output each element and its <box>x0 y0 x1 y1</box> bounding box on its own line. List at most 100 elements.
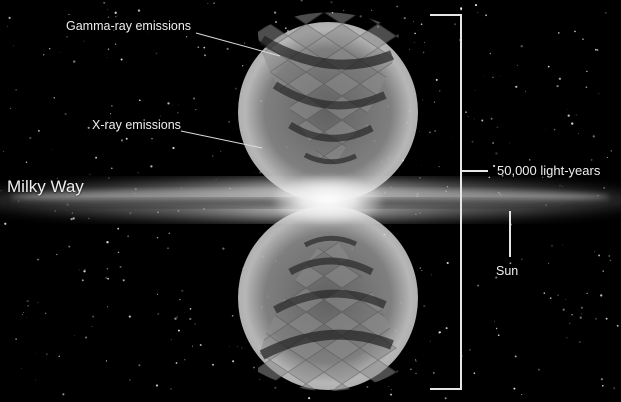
star <box>571 122 574 125</box>
star <box>492 164 496 168</box>
star <box>495 327 498 330</box>
star <box>606 156 608 158</box>
star <box>543 292 546 294</box>
star <box>157 312 160 315</box>
star <box>492 76 494 79</box>
star <box>119 265 122 268</box>
star <box>528 159 531 161</box>
star <box>234 87 237 90</box>
star <box>111 105 113 107</box>
star <box>439 90 441 92</box>
star <box>222 247 225 250</box>
star <box>107 8 109 10</box>
star <box>168 232 171 235</box>
star <box>595 318 597 320</box>
star <box>106 57 108 58</box>
star <box>228 121 230 123</box>
star <box>176 316 179 318</box>
star <box>167 247 169 249</box>
star <box>155 384 159 387</box>
star <box>594 48 597 51</box>
star <box>593 251 595 253</box>
star <box>520 45 523 48</box>
star <box>236 346 238 347</box>
scale-label: 50,000 light-years <box>497 163 601 178</box>
star <box>396 5 399 8</box>
ribbon-upper-2 <box>272 81 387 110</box>
star <box>12 45 14 47</box>
star <box>105 276 108 279</box>
star <box>22 314 23 316</box>
star <box>559 184 561 187</box>
star <box>241 347 243 349</box>
star <box>433 101 436 103</box>
star <box>538 368 540 371</box>
star <box>64 112 67 116</box>
star <box>51 149 53 150</box>
xray-leader-line <box>180 130 263 149</box>
ribbon-lower-3 <box>273 289 387 314</box>
star <box>423 304 426 308</box>
star <box>557 294 559 297</box>
star <box>179 298 181 301</box>
star <box>390 393 393 396</box>
star <box>586 70 588 73</box>
star <box>25 316 27 318</box>
star <box>189 308 192 310</box>
star <box>97 127 99 129</box>
star <box>444 397 447 400</box>
star <box>514 355 517 358</box>
star <box>343 9 345 12</box>
star <box>410 368 412 371</box>
star <box>73 60 76 63</box>
star <box>549 297 552 299</box>
star <box>435 78 438 81</box>
star <box>226 47 229 51</box>
star <box>366 385 369 388</box>
star <box>15 338 17 340</box>
galactic-core <box>270 174 386 226</box>
star <box>547 262 550 265</box>
star <box>495 276 498 279</box>
star <box>53 97 56 99</box>
star <box>467 115 469 118</box>
star <box>232 360 235 363</box>
star <box>616 324 619 327</box>
star <box>605 12 607 14</box>
star <box>156 236 159 239</box>
star <box>566 336 568 339</box>
star <box>9 107 11 109</box>
star <box>413 41 415 44</box>
star <box>496 126 499 129</box>
star <box>253 172 255 174</box>
star <box>127 235 129 237</box>
star <box>120 58 123 61</box>
star <box>413 20 414 22</box>
star <box>212 155 214 157</box>
star <box>477 284 480 287</box>
star <box>415 372 417 375</box>
star <box>171 104 173 106</box>
star <box>88 217 90 219</box>
star <box>273 11 277 14</box>
star <box>115 43 117 45</box>
star <box>473 118 475 120</box>
star <box>128 315 131 318</box>
star <box>562 244 564 246</box>
star <box>45 312 47 314</box>
star <box>578 133 579 134</box>
star <box>203 46 206 49</box>
star <box>107 48 110 50</box>
star <box>495 152 498 155</box>
star <box>259 378 261 381</box>
star <box>477 11 479 13</box>
star <box>493 320 496 322</box>
star <box>243 42 246 44</box>
star <box>596 49 599 51</box>
star <box>207 3 209 4</box>
star <box>581 313 582 315</box>
star <box>547 65 550 68</box>
star <box>434 130 436 132</box>
